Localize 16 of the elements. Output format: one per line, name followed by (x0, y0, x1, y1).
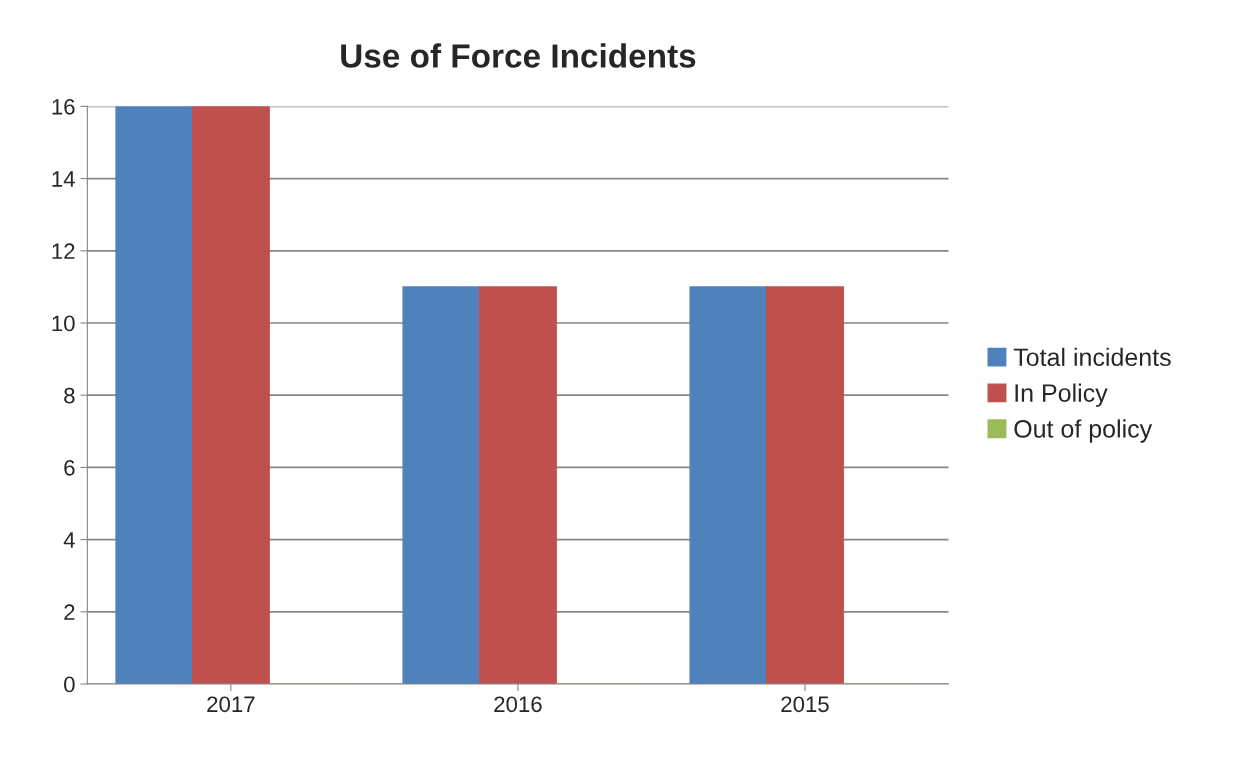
y-tick-label: 2 (64, 604, 75, 620)
y-tick-label: 16 (52, 98, 75, 115)
x-tick-label: 2017 (207, 696, 255, 713)
y-tick-label: 12 (52, 243, 75, 259)
y-tick-label: 10 (52, 315, 75, 332)
y-tick-label: 4 (63, 532, 75, 548)
y-tick-label: 6 (64, 459, 75, 476)
chart-title: Use of Force Incidents (341, 43, 696, 68)
x-tick-label: 2015 (781, 696, 829, 713)
x-tick-label: 2016 (494, 696, 542, 713)
y-tick-label: 14 (52, 171, 75, 187)
y-tick-label: 0 (64, 676, 75, 693)
legend-label: In Policy (1015, 383, 1108, 407)
y-tick-label: 8 (64, 387, 75, 404)
legend-label: Total incidents (1013, 347, 1171, 367)
legend-label: Out of policy (1014, 419, 1153, 443)
